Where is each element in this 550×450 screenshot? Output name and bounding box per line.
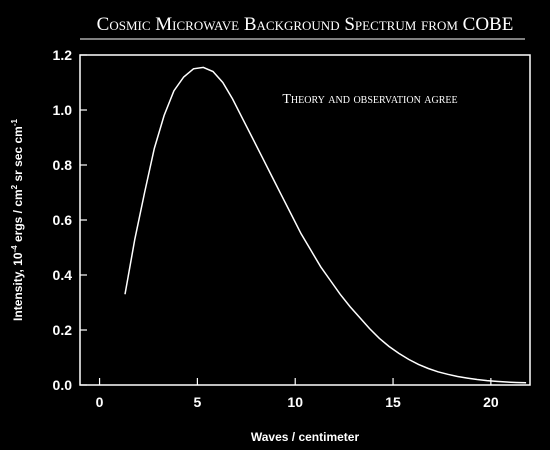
x-axis: 0 5 10 15 20 [96, 378, 499, 410]
annotation-text: Theory and observation agree [282, 92, 457, 107]
spectrum-curve [124, 66, 527, 384]
y-tick-label: 0.4 [53, 267, 73, 283]
x-tick-label: 5 [193, 394, 201, 410]
y-axis-label: Intensity, 10-4 ergs / cm2 sr sec cm-1 [10, 119, 25, 321]
y-tick-label: 0.8 [53, 157, 73, 173]
x-tick-label: 20 [483, 394, 499, 410]
x-tick-label: 0 [96, 394, 104, 410]
y-tick-label: 1.2 [53, 47, 73, 63]
y-tick-label: 0.0 [53, 377, 73, 393]
x-tick-label: 15 [385, 394, 401, 410]
y-axis: 0.0 0.2 0.4 0.6 0.8 1.0 1.2 [53, 47, 87, 393]
y-tick-label: 1.0 [53, 102, 73, 118]
y-tick-label: 0.6 [53, 212, 73, 228]
x-tick-label: 10 [287, 394, 303, 410]
x-axis-label: Waves / centimeter [251, 430, 360, 444]
y-tick-label: 0.2 [53, 322, 73, 338]
chart-title: Cosmic Microwave Background Spectrum fro… [97, 14, 514, 35]
